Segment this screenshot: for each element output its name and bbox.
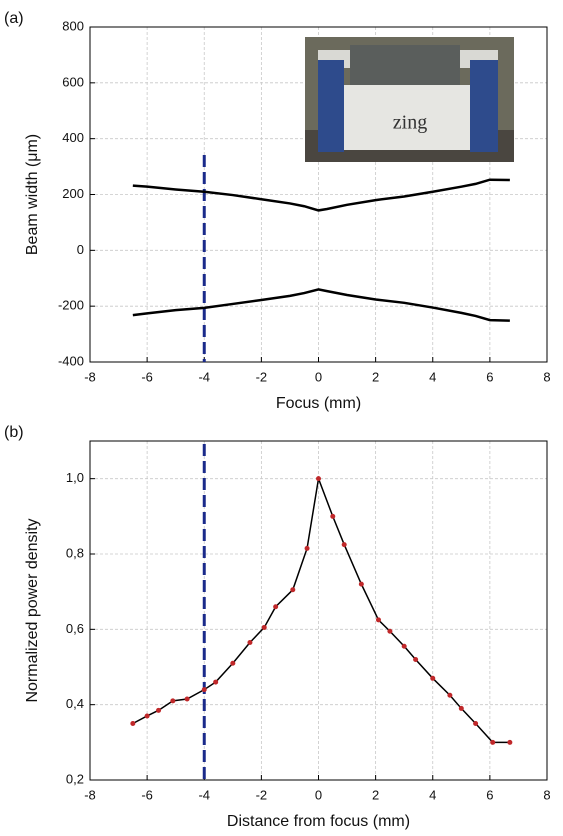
x-tick-label: -4 xyxy=(198,787,210,802)
data-point xyxy=(387,628,393,634)
x-tick-label: 4 xyxy=(429,787,436,802)
data-point xyxy=(316,476,321,482)
data-point xyxy=(430,675,436,681)
x-tick-label: 2 xyxy=(372,787,379,802)
data-point xyxy=(144,713,150,719)
x-axis-title: Distance from focus (mm) xyxy=(227,813,410,830)
y-tick-label: 0 xyxy=(77,242,84,257)
y-tick-label: 0,8 xyxy=(66,545,84,560)
data-point xyxy=(401,643,407,649)
y-tick-label: 400 xyxy=(62,130,84,145)
series-line xyxy=(132,178,510,212)
x-tick-label: -6 xyxy=(141,787,153,802)
series-line xyxy=(132,475,510,744)
data-point xyxy=(213,679,219,685)
panel: 0,2 0,4 0,6 0,8 1,0 -8 -6 -4 -2 0 2 4 6 8 Distance fro… xyxy=(4,424,551,830)
data-point xyxy=(273,604,279,610)
series-line xyxy=(132,288,510,322)
machine-body xyxy=(318,85,498,150)
panel-label: (b) xyxy=(4,424,24,441)
y-tick-label: 0,4 xyxy=(66,696,84,711)
x-tick-label: 4 xyxy=(429,369,436,384)
data-point xyxy=(447,692,453,698)
x-axis-title: Focus (mm) xyxy=(276,395,361,412)
data-point xyxy=(230,660,236,666)
x-tick-label: -2 xyxy=(256,787,268,802)
x-tick-label: -4 xyxy=(198,369,210,384)
x-tick-label: 8 xyxy=(543,787,550,802)
data-point xyxy=(490,739,496,745)
y-tick-label: 800 xyxy=(62,18,84,33)
x-tick-label: 0 xyxy=(315,787,322,802)
y-axis-title: Beam width (μm) xyxy=(24,134,41,255)
data-point xyxy=(413,656,419,662)
x-tick-label: 6 xyxy=(486,369,493,384)
x-tick-label: -8 xyxy=(84,369,96,384)
y-tick-label: 600 xyxy=(62,74,84,89)
x-tick-label: 0 xyxy=(315,369,322,384)
y-tick-label: -200 xyxy=(58,298,84,313)
data-point xyxy=(201,687,207,693)
panel-label: (a) xyxy=(4,10,24,27)
machine-side-right xyxy=(470,60,498,152)
y-tick-label: -400 xyxy=(58,353,84,368)
data-point xyxy=(290,587,296,593)
data-point xyxy=(358,581,364,587)
y-tick-label: 1,0 xyxy=(66,470,84,485)
x-tick-label: 2 xyxy=(372,369,379,384)
inset-text: zing xyxy=(393,112,427,134)
x-tick-label: -8 xyxy=(84,787,96,802)
data-point xyxy=(375,617,381,623)
data-point xyxy=(170,698,176,704)
data-point xyxy=(130,721,136,726)
x-tick-label: 8 xyxy=(543,369,550,384)
data-point xyxy=(261,624,267,630)
plot-frame xyxy=(89,440,548,781)
data-point xyxy=(247,640,253,646)
data-point xyxy=(330,513,336,519)
x-tick-label: 6 xyxy=(486,787,493,802)
x-tick-label: -6 xyxy=(141,369,153,384)
plot-frame xyxy=(89,26,548,363)
inset-photo: zing xyxy=(305,37,514,162)
y-tick-label: 0,2 xyxy=(66,771,84,786)
data-point xyxy=(341,542,347,548)
x-tick-label: -2 xyxy=(256,369,268,384)
machine-window xyxy=(350,45,460,85)
data-point xyxy=(507,739,513,745)
data-point xyxy=(458,705,464,711)
data-point xyxy=(184,696,190,702)
data-point xyxy=(156,707,162,713)
y-tick-label: 200 xyxy=(62,186,84,201)
machine-side-left xyxy=(318,60,344,152)
data-point xyxy=(304,545,310,551)
y-axis-title: Normalized power density xyxy=(24,518,41,702)
data-point xyxy=(473,721,479,726)
y-tick-label: 0,6 xyxy=(66,621,84,636)
